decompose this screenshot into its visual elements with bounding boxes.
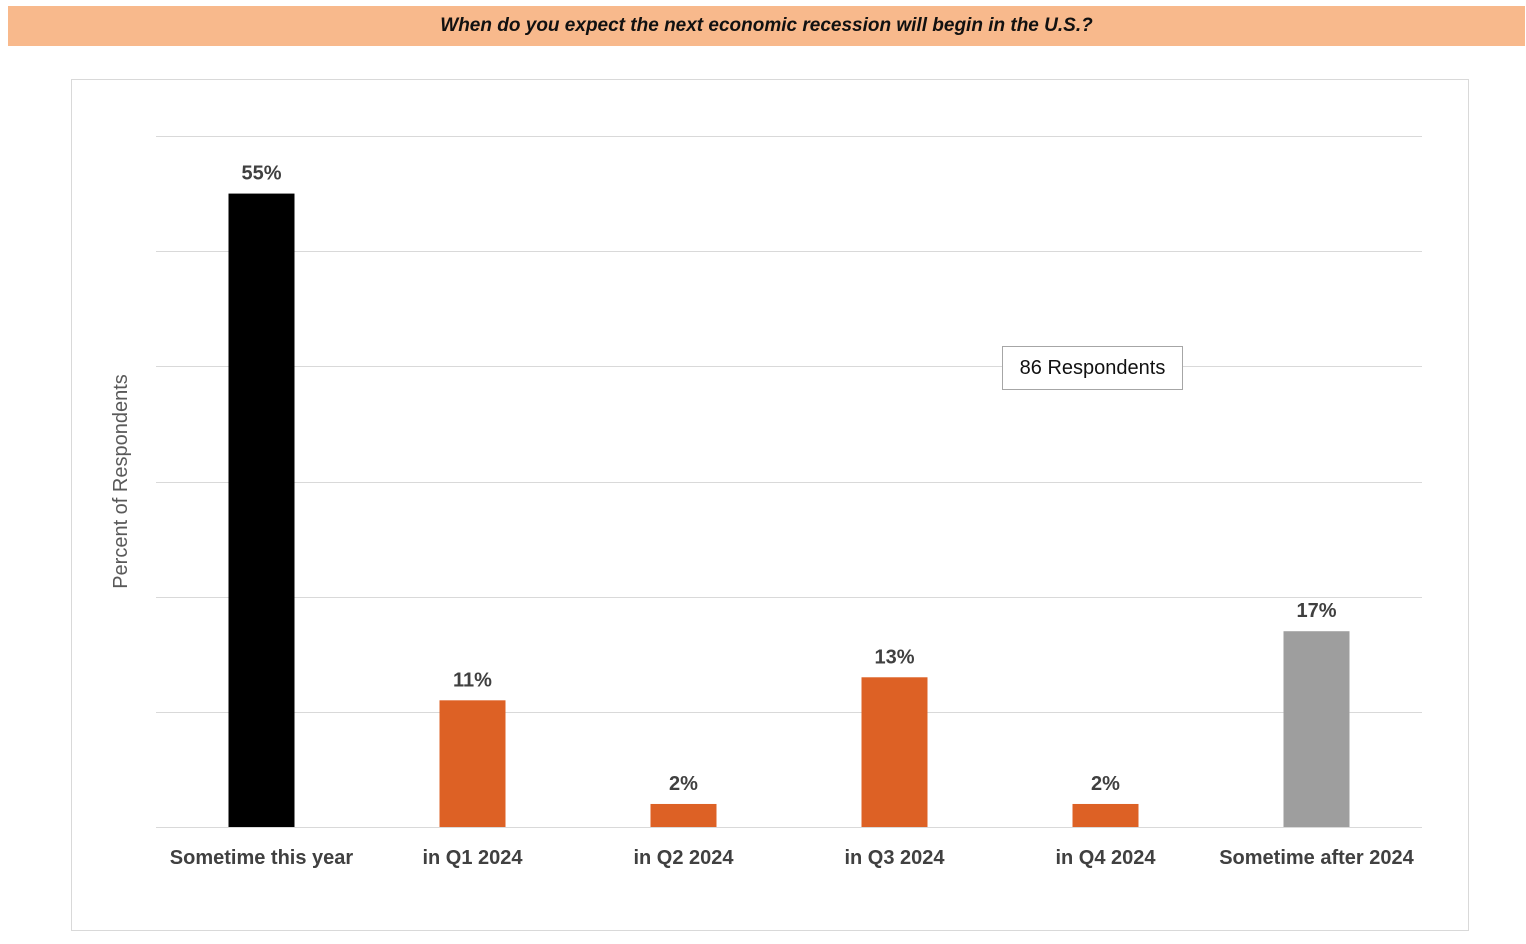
- respondents-annotation: 86 Respondents: [1002, 346, 1183, 390]
- bar: [228, 193, 295, 828]
- bar: [1072, 803, 1139, 827]
- bar: [861, 677, 928, 827]
- bar: [650, 803, 717, 827]
- title-banner: When do you expect the next economic rec…: [8, 6, 1525, 46]
- respondents-count: 86 Respondents: [1019, 356, 1166, 379]
- x-tick-label: Sometime after 2024: [1219, 847, 1414, 869]
- chart-title: When do you expect the next economic rec…: [440, 15, 1093, 36]
- data-label: 2%: [1091, 773, 1120, 795]
- chart-frame: [71, 79, 1469, 931]
- bar: [439, 700, 506, 827]
- data-label: 55%: [241, 163, 281, 185]
- x-tick-label: Sometime this year: [170, 847, 354, 869]
- x-tick-label: in Q1 2024: [422, 847, 523, 869]
- data-label: 11%: [453, 669, 492, 691]
- data-label: 13%: [874, 646, 914, 668]
- bar: [1283, 631, 1350, 827]
- data-label: 17%: [1296, 600, 1336, 622]
- x-tick-label: in Q3 2024: [844, 847, 945, 869]
- x-tick-label: in Q2 2024: [633, 847, 734, 869]
- y-axis-title: Percent of Respondents: [110, 374, 132, 589]
- x-tick-label: in Q4 2024: [1055, 847, 1156, 869]
- data-label: 2%: [669, 773, 698, 795]
